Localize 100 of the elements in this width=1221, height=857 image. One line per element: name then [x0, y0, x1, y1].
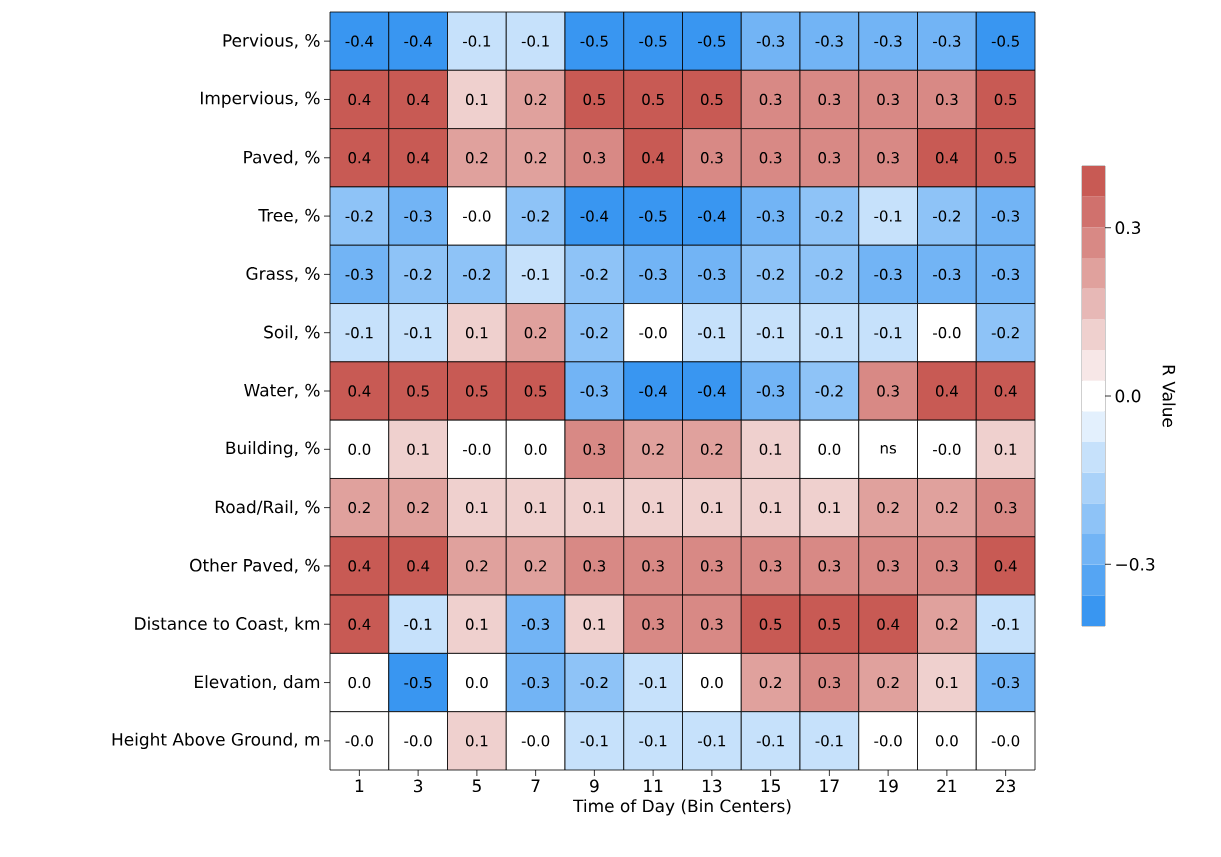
data-label: 0.3 — [935, 93, 958, 106]
data-label: -0.4 — [639, 385, 667, 397]
data-label: 0.3 — [877, 152, 899, 164]
data-label: 0.2 — [935, 501, 958, 514]
y-tick-label: Building, % — [226, 441, 320, 458]
data-label: -0.2 — [991, 327, 1019, 339]
data-label: 0.5 — [524, 385, 547, 397]
data-label: -0.1 — [756, 735, 784, 747]
data-label: -0.3 — [756, 385, 785, 397]
data-label: 0.1 — [759, 443, 782, 455]
data-label: -0.3 — [933, 268, 961, 281]
data-label: 0.1 — [465, 618, 488, 630]
data-label: -0.2 — [580, 268, 608, 281]
data-label: 0.1 — [465, 93, 488, 106]
data-label: -0.0 — [874, 735, 902, 747]
data-label: -0.2 — [815, 268, 843, 281]
y-tick-label: Water, % — [244, 383, 320, 399]
data-label: 0.3 — [759, 152, 782, 164]
data-label: 0.2 — [700, 443, 723, 455]
data-label: 0.1 — [935, 676, 958, 689]
data-label: 0.0 — [700, 676, 723, 689]
data-label: 0.3 — [700, 560, 723, 572]
data-label: -0.0 — [463, 210, 491, 222]
data-label: 0.1 — [407, 443, 429, 455]
data-label: -0.3 — [874, 35, 902, 47]
data-label: 0.4 — [994, 560, 1017, 572]
data-label: -0.5 — [639, 210, 667, 222]
data-label: -0.3 — [521, 676, 550, 689]
y-tick-label: Elevation, dam — [195, 675, 320, 690]
data-label: 0.3 — [818, 676, 841, 689]
data-label: -0.4 — [345, 35, 374, 47]
data-label: 0.3 — [877, 560, 899, 572]
data-label: 0.3 — [642, 560, 664, 572]
data-label: -0.3 — [991, 210, 1020, 222]
data-label: -0.0 — [933, 327, 961, 339]
data-label: -0.4 — [698, 210, 726, 222]
data-label: 0.2 — [524, 93, 547, 106]
data-label: -0.3 — [698, 268, 726, 281]
data-label: 0.1 — [583, 501, 605, 514]
data-label: -0.1 — [698, 327, 726, 339]
data-label: 0.1 — [700, 501, 723, 514]
x-tick-label: 15 — [761, 779, 780, 793]
data-label: 0.3 — [583, 443, 606, 455]
data-label: 0.1 — [642, 501, 664, 514]
data-label: 0.4 — [348, 152, 371, 164]
color-bar-label: −0.3 — [1116, 557, 1155, 571]
data-label: -0.1 — [815, 735, 843, 747]
data-label: 0.2 — [935, 618, 958, 630]
y-tick-label: Height Above Ground, m — [112, 732, 320, 750]
data-label: -0.3 — [756, 210, 785, 222]
x-tick-label: 7 — [531, 779, 540, 792]
data-label: 0.0 — [465, 676, 488, 689]
data-label: -0.4 — [580, 210, 609, 222]
y-tick-label: Distance to Coast, km — [135, 616, 320, 632]
data-label: 0.2 — [642, 443, 664, 455]
data-label: 0.5 — [642, 93, 664, 106]
y-tick-label: Pervious, % — [223, 33, 320, 49]
data-label: -0.5 — [991, 35, 1019, 47]
data-label: 0.2 — [524, 152, 547, 164]
data-label: -0.2 — [580, 676, 608, 689]
data-label: 0.4 — [994, 385, 1017, 397]
color-bar-title: R Value — [1162, 365, 1176, 427]
data-label: 0.3 — [700, 618, 723, 630]
data-label: -0.0 — [345, 735, 373, 747]
data-label: 0.3 — [818, 93, 841, 106]
data-label: 0.2 — [348, 501, 370, 514]
data-label: -0.0 — [521, 735, 550, 747]
data-label: -0.2 — [404, 268, 432, 281]
data-label: -0.1 — [639, 735, 667, 747]
data-label: -0.1 — [404, 618, 432, 630]
data-label: 0.4 — [407, 152, 430, 164]
data-label: 0.1 — [465, 735, 488, 747]
y-tick-label: Impervious, % — [201, 91, 320, 108]
y-tick-label: Other Paved, % — [190, 558, 320, 574]
data-label: 0.2 — [524, 327, 547, 339]
data-label: 0.3 — [994, 501, 1017, 514]
data-label: -0.3 — [580, 385, 608, 397]
x-tick-label: 1 — [355, 779, 364, 792]
data-label: -0.2 — [933, 210, 960, 222]
data-label: 0.2 — [877, 676, 899, 689]
data-label: 0.5 — [700, 93, 723, 106]
data-label: -0.2 — [580, 327, 608, 339]
data-label: -0.0 — [933, 443, 961, 455]
data-label: 0.3 — [877, 385, 899, 397]
data-label: 0.1 — [759, 501, 782, 514]
data-label: 0.4 — [348, 560, 371, 572]
x-tick-label: 11 — [644, 779, 663, 792]
data-label: 0.5 — [994, 152, 1017, 164]
data-label: -0.1 — [874, 327, 902, 339]
data-label: 0.2 — [877, 501, 899, 514]
data-label: -0.3 — [756, 35, 785, 47]
data-label: 0.1 — [583, 618, 605, 630]
data-label: -0.0 — [991, 735, 1020, 747]
y-tick-label: Paved, % — [244, 150, 320, 166]
data-label: 0.3 — [818, 152, 841, 164]
x-tick-label: 23 — [996, 779, 1016, 793]
data-label: 0.2 — [465, 152, 488, 164]
data-label: 0.4 — [935, 152, 958, 164]
data-label: -0.1 — [580, 735, 608, 747]
data-label: -0.2 — [463, 268, 490, 281]
